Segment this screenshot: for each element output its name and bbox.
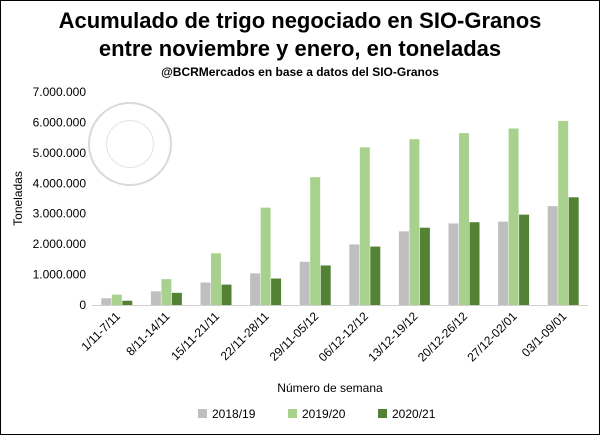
y-tick-label: 5.000.000 <box>33 146 87 160</box>
bar-2020-21 <box>419 227 430 305</box>
bar-2018-19 <box>200 282 211 305</box>
y-tick-label: 0 <box>79 298 86 312</box>
x-tick-label: 15/11-21/11 <box>168 309 222 363</box>
bar-2018-19 <box>448 223 459 305</box>
bar-2019-20 <box>508 128 519 305</box>
y-axis-title: Toneladas <box>11 171 25 226</box>
chart-title-line2: entre noviembre y enero, en toneladas <box>98 36 502 61</box>
bar-2018-19 <box>498 221 509 305</box>
x-tick-label: 8/11-14/11 <box>123 309 172 358</box>
bar-2019-20 <box>459 133 469 305</box>
y-tick-label: 7.000.000 <box>33 85 87 99</box>
bcr-seal-inner-ring <box>106 120 154 168</box>
bar-2019-20 <box>310 177 321 305</box>
bcr-seal-watermark <box>88 102 172 186</box>
bar-2019-20 <box>161 279 172 305</box>
bar-2019-20 <box>260 207 271 305</box>
bar-2019-20 <box>558 120 569 306</box>
x-tick-label: 06/12-12/12 <box>316 309 371 364</box>
y-tick-label: 4.000.000 <box>33 176 87 190</box>
bar-2018-19 <box>150 291 161 305</box>
legend-swatch <box>198 409 207 418</box>
x-tick-label: 29/11-05/12 <box>267 309 322 364</box>
legend-label: 2019/20 <box>302 407 346 421</box>
bar-2020-21 <box>320 265 331 305</box>
x-tick-label: 1/11-7/11 <box>78 309 123 354</box>
x-tick-label: 13/12-19/12 <box>365 309 420 364</box>
bar-2020-21 <box>221 284 232 305</box>
x-axis-title: Número de semana <box>277 381 383 395</box>
bar-2018-19 <box>349 244 360 305</box>
x-tick-label: 03/1-09/01 <box>519 309 570 360</box>
bar-2018-19 <box>299 261 310 305</box>
y-tick-label: 3.000.000 <box>33 207 87 221</box>
bar-2018-19 <box>398 231 409 305</box>
y-tick-label: 6.000.000 <box>33 115 87 129</box>
y-tick-label: 1.000.000 <box>33 268 87 282</box>
bar-2019-20 <box>211 253 221 305</box>
bar-2020-21 <box>568 197 579 305</box>
bar-2020-21 <box>271 278 282 305</box>
x-tick-label: 20/12-26/12 <box>415 309 470 364</box>
x-tick-label: 22/11-28/11 <box>218 309 272 363</box>
bar-2018-19 <box>547 206 558 305</box>
bar-2018-19 <box>101 298 112 305</box>
x-tick-label: 27/12-02/01 <box>465 309 520 364</box>
bar-2020-21 <box>370 246 381 305</box>
y-tick-label: 2.000.000 <box>33 237 87 251</box>
legend-label: 2018/19 <box>212 407 256 421</box>
legend-swatch <box>288 409 297 418</box>
legend-swatch <box>378 409 387 418</box>
legend-label: 2020/21 <box>392 407 436 421</box>
bar-2020-21 <box>519 214 530 305</box>
bar-2019-20 <box>409 139 420 305</box>
bar-2019-20 <box>359 147 370 305</box>
bar-2020-21 <box>469 222 480 305</box>
bar-2020-21 <box>171 292 182 305</box>
bar-2020-21 <box>122 300 133 305</box>
chart-subtitle: @BCRMercados en base a datos del SIO-Gra… <box>161 65 439 79</box>
bar-2018-19 <box>250 273 261 305</box>
chart-title-line1: Acumulado de trigo negociado en SIO-Gran… <box>58 8 542 33</box>
bar-2019-20 <box>111 294 122 305</box>
